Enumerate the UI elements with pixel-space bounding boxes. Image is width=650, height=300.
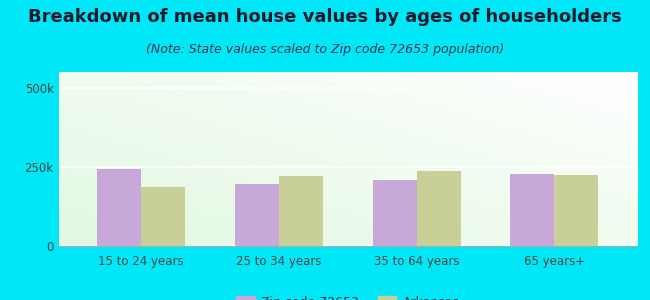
- Bar: [235, 184, 279, 246]
- Bar: [141, 188, 185, 246]
- Bar: [510, 174, 554, 246]
- Bar: [417, 171, 461, 246]
- Bar: [554, 175, 599, 246]
- Text: Breakdown of mean house values by ages of householders: Breakdown of mean house values by ages o…: [28, 8, 622, 26]
- Bar: [97, 169, 141, 246]
- Text: (Note: State values scaled to Zip code 72653 population): (Note: State values scaled to Zip code 7…: [146, 44, 504, 56]
- Bar: [279, 176, 323, 246]
- Bar: [372, 180, 417, 246]
- Legend: Zip code 72653, Arkansas: Zip code 72653, Arkansas: [231, 290, 465, 300]
